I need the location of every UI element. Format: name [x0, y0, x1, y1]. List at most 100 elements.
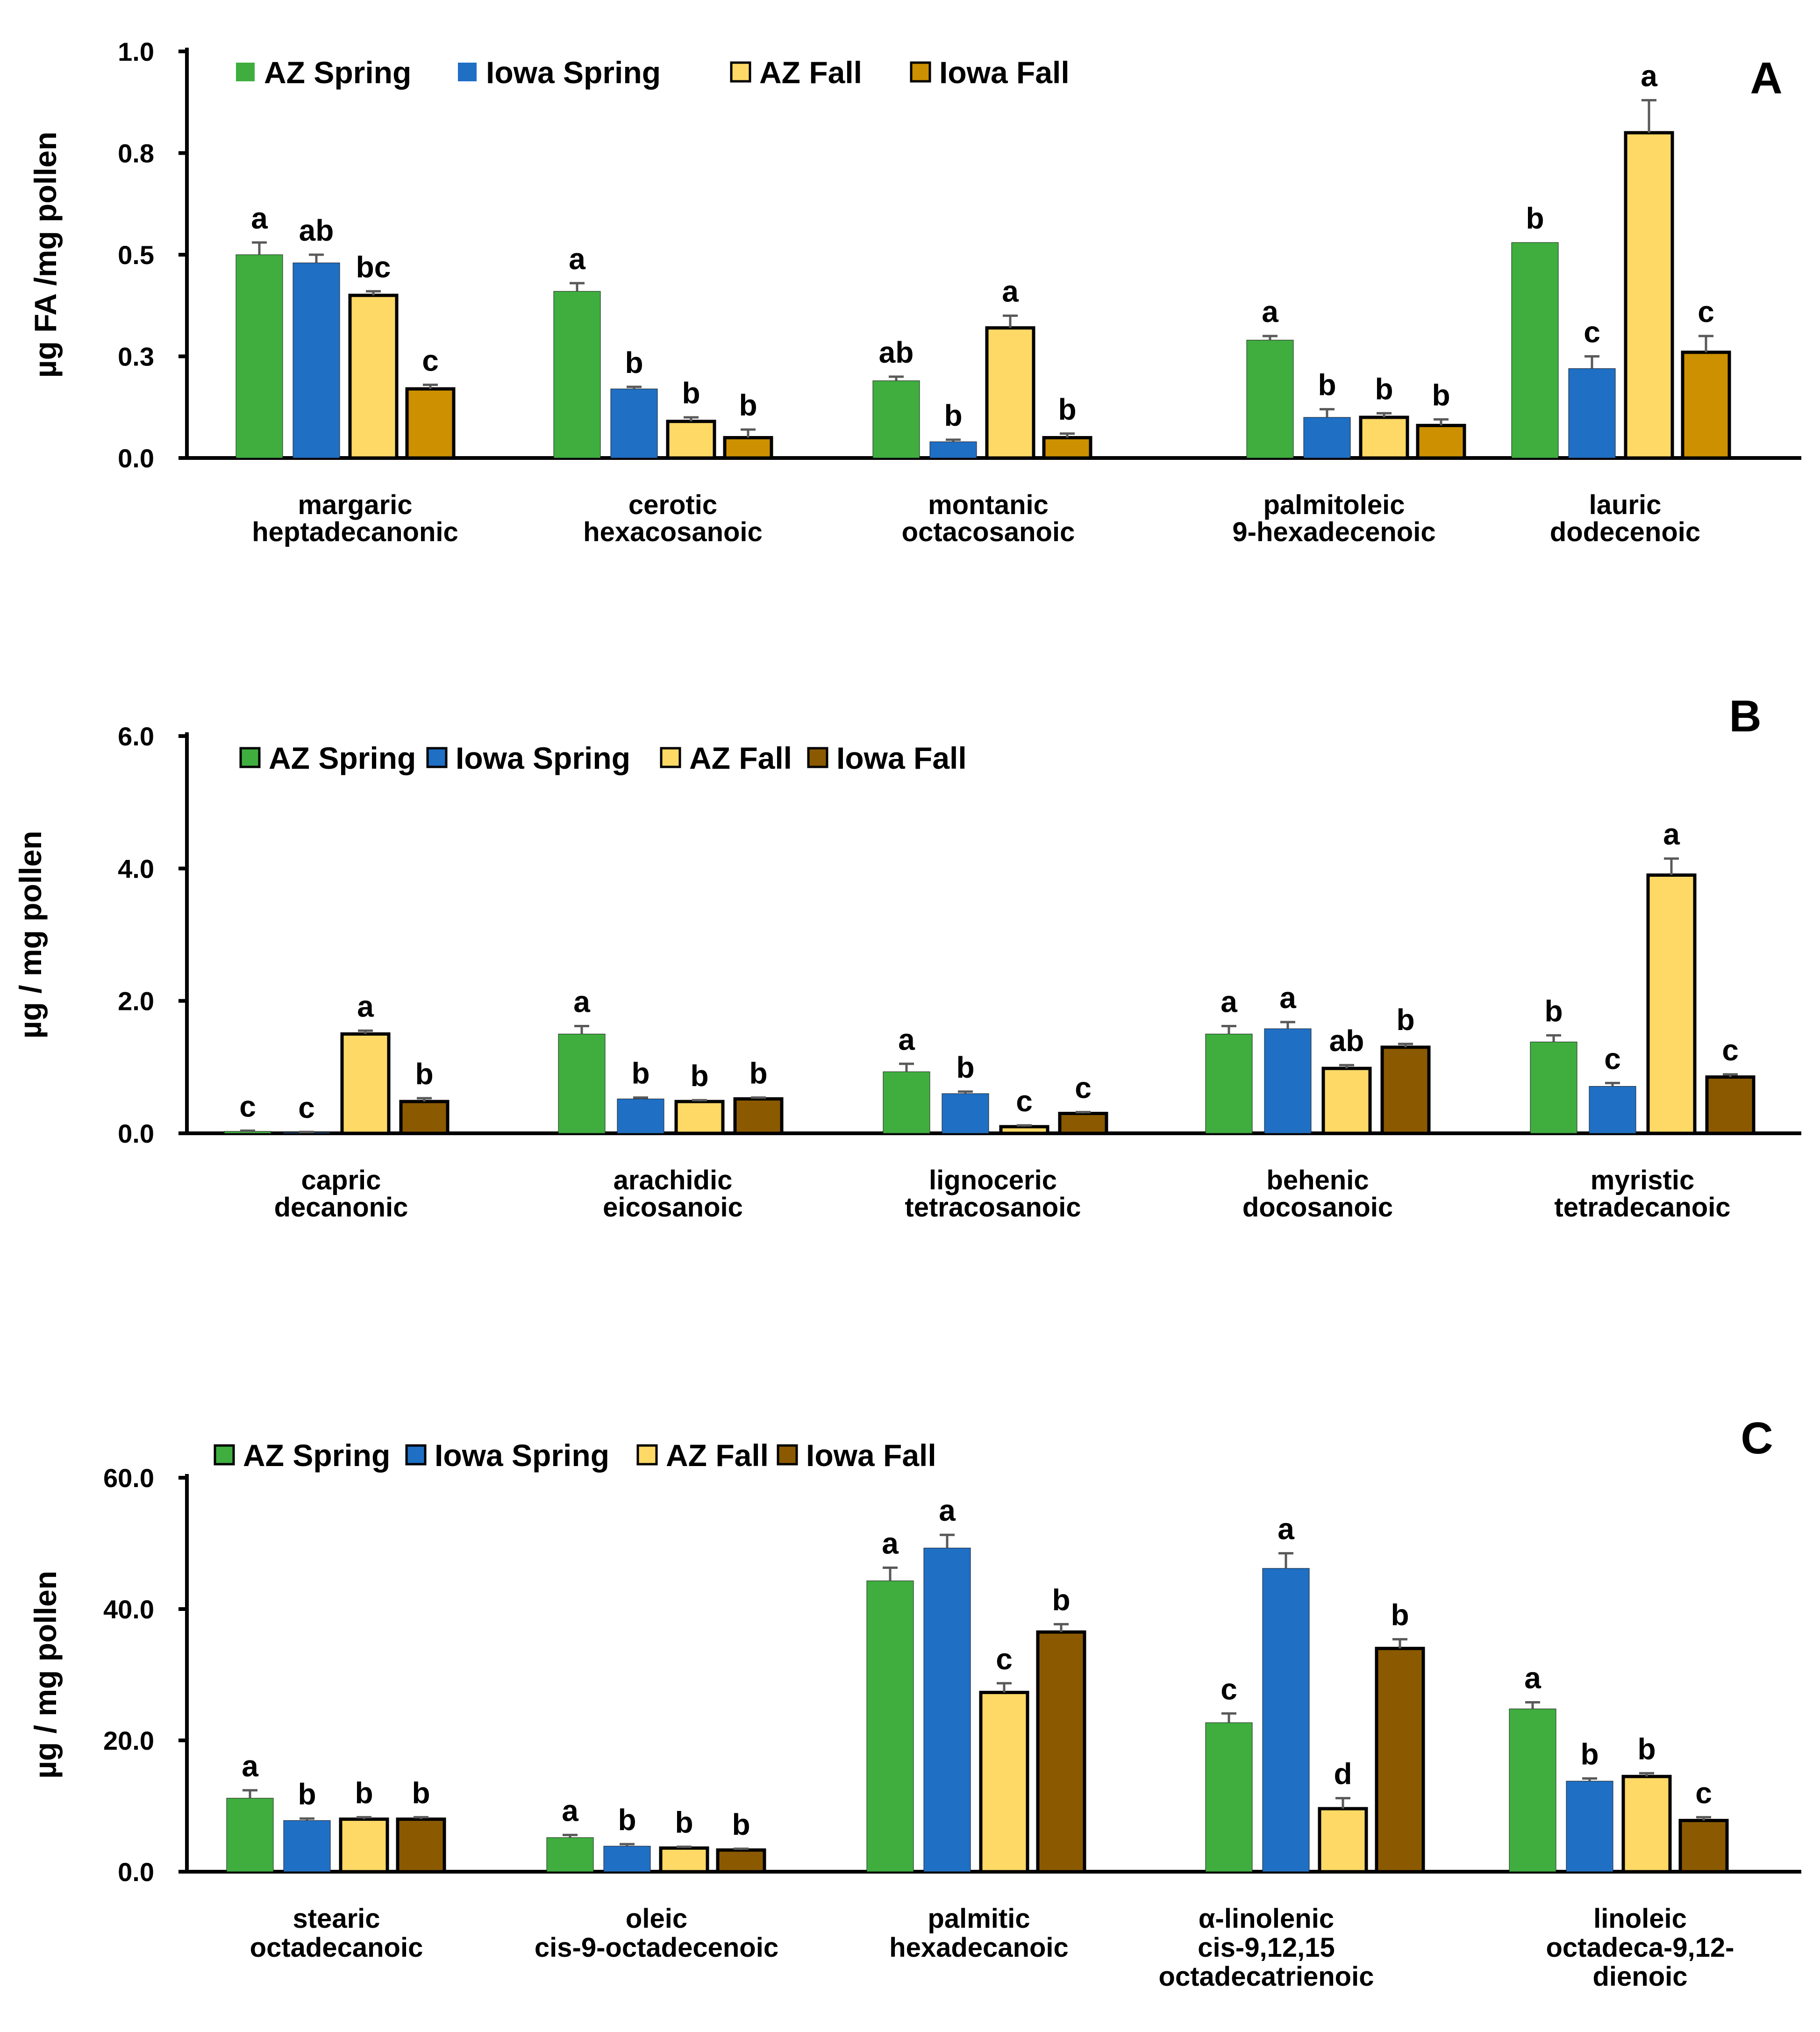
- category-label: tetracosanoic: [905, 1192, 1081, 1223]
- category-label: heptadecanonic: [252, 517, 458, 547]
- legend-swatch: [426, 747, 448, 768]
- category-label: docosanoic: [1242, 1192, 1393, 1223]
- legend-label: Iowa Fall: [836, 741, 967, 775]
- bar: [1621, 1774, 1672, 1874]
- significance-letter: a: [357, 989, 374, 1023]
- category-label: cerotic: [628, 490, 717, 520]
- legend-label: Iowa Spring: [486, 55, 661, 90]
- y-axis-title: µg / mg pollen: [13, 830, 48, 1038]
- significance-letter: b: [1391, 1598, 1409, 1632]
- y-tick-label: 0.0: [118, 1857, 154, 1887]
- legend-swatch: [660, 747, 681, 768]
- legend-label: Iowa Spring: [435, 1438, 609, 1473]
- category-label: palmitic: [928, 1903, 1030, 1934]
- category-label: 9-hexadecenoic: [1232, 517, 1435, 547]
- bar: [396, 1817, 446, 1874]
- y-tick-label: 2.0: [118, 987, 154, 1016]
- legend-label: AZ Fall: [759, 55, 862, 90]
- significance-letter: b: [1526, 201, 1544, 235]
- legend-swatch: [730, 61, 751, 83]
- significance-letter: a: [1002, 275, 1019, 308]
- y-tick-label: 0.5: [118, 240, 154, 270]
- bar: [1205, 1722, 1253, 1872]
- bar: [866, 1581, 914, 1872]
- significance-letter: a: [562, 1794, 578, 1827]
- significance-letter: b: [1544, 994, 1563, 1028]
- bar: [1416, 423, 1466, 460]
- legend-swatch: [405, 1444, 427, 1466]
- bar: [1646, 873, 1697, 1135]
- category-label: hexacosanoic: [583, 517, 763, 547]
- bar: [1303, 417, 1351, 458]
- legend-swatch: [458, 63, 477, 81]
- significance-letter: c: [1075, 1071, 1092, 1105]
- significance-letter: b: [412, 1776, 430, 1810]
- significance-letter: a: [569, 242, 585, 276]
- bar: [603, 1846, 651, 1872]
- legend-swatch: [910, 61, 931, 83]
- bar: [942, 1093, 989, 1134]
- significance-letter: b: [1058, 393, 1076, 426]
- category-label: cis-9,12,15: [1198, 1932, 1335, 1963]
- bar: [716, 1848, 766, 1874]
- significance-letter: b: [739, 388, 757, 422]
- significance-letter: a: [251, 201, 268, 235]
- bar: [1321, 1066, 1372, 1135]
- significance-letter: c: [239, 1089, 256, 1123]
- bar: [348, 293, 399, 460]
- category-label: linoleic: [1593, 1903, 1687, 1934]
- significance-letter: b: [1580, 1737, 1599, 1771]
- y-axis-title: µg FA /mg pollen: [28, 132, 63, 378]
- significance-letter: b: [675, 1806, 693, 1839]
- bar: [985, 326, 1035, 460]
- bar: [929, 441, 977, 458]
- legend-swatch: [214, 1444, 235, 1466]
- bar: [1264, 1028, 1312, 1134]
- significance-letter: b: [944, 399, 962, 432]
- significance-letter: c: [1584, 315, 1600, 349]
- legend-label: AZ Fall: [689, 741, 792, 775]
- significance-letter: b: [1432, 378, 1450, 412]
- significance-letter: c: [1604, 1042, 1621, 1075]
- bar: [733, 1097, 784, 1135]
- significance-letter: ab: [879, 336, 914, 369]
- bar: [339, 1817, 389, 1874]
- y-tick-label: 60.0: [103, 1463, 154, 1493]
- bar: [1036, 1630, 1086, 1874]
- y-tick-label: 0.0: [118, 1119, 154, 1148]
- legend-swatch: [636, 1444, 658, 1466]
- bar: [872, 380, 920, 458]
- significance-letter: a: [573, 985, 590, 1019]
- significance-letter: c: [1698, 295, 1714, 329]
- category-label: myristic: [1591, 1165, 1694, 1195]
- significance-letter: ab: [299, 214, 334, 247]
- legend-label: AZ Fall: [666, 1438, 769, 1473]
- significance-letter: a: [1262, 295, 1278, 329]
- significance-letter: a: [1663, 817, 1680, 851]
- category-label: dodecenoic: [1550, 517, 1700, 547]
- bar: [546, 1837, 594, 1872]
- bar: [659, 1846, 709, 1874]
- significance-letter: b: [749, 1057, 767, 1090]
- bar: [666, 420, 716, 460]
- category-label: α-linolenic: [1199, 1903, 1334, 1934]
- bar: [1568, 368, 1616, 458]
- significance-letter: a: [1278, 1512, 1294, 1546]
- category-label: octadeca-9,12-: [1546, 1932, 1734, 1963]
- significance-letter: c: [298, 1091, 315, 1124]
- y-tick-label: 4.0: [118, 854, 154, 883]
- significance-letter: c: [1220, 1672, 1237, 1706]
- bar: [1678, 1818, 1729, 1874]
- bar: [1359, 415, 1409, 460]
- significance-letter: b: [1318, 368, 1336, 402]
- category-label: margaric: [298, 490, 412, 520]
- legend-swatch: [236, 63, 255, 81]
- significance-letter: ab: [1329, 1024, 1364, 1058]
- bar: [1624, 131, 1674, 460]
- category-label: hexadecanoic: [889, 1932, 1069, 1963]
- significance-letter: b: [732, 1808, 750, 1841]
- category-label: stearic: [293, 1903, 380, 1934]
- bar: [236, 254, 283, 458]
- bar: [979, 1690, 1029, 1874]
- significance-letter: a: [939, 1494, 956, 1527]
